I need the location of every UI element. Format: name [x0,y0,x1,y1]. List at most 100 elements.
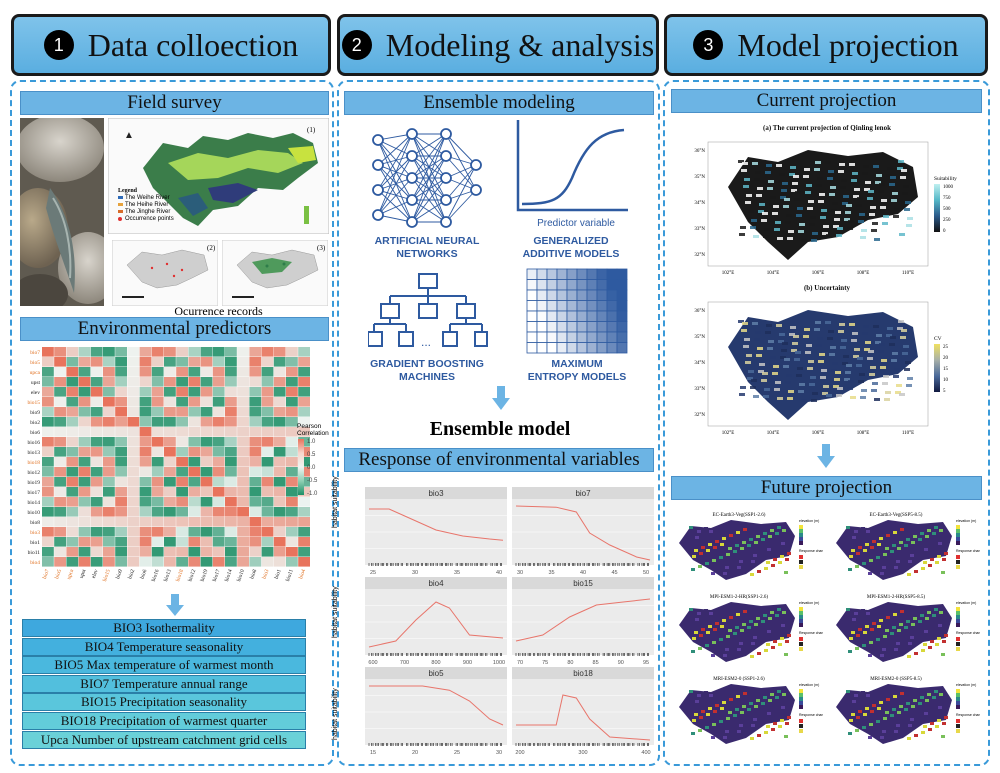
corr-col-label: bio2 [127,568,136,579]
corr-col-label: bio3 [261,568,270,579]
corr-cell [212,517,225,527]
corr-cell [188,387,201,397]
corr-cell [298,547,310,557]
corr-row-label: elev [31,390,40,396]
corr-cell [273,557,286,567]
corr-legend-title: Pearson Correlation [297,423,329,437]
corr-cell [298,357,310,367]
corr-cell [54,347,66,357]
corr-tick: -0.5 [307,478,318,484]
corr-col-label: bio6 [139,568,148,579]
corr-cell [151,367,164,377]
corr-cell [298,557,310,567]
facet-title: bio7 [512,487,654,499]
corr-cell [127,547,140,557]
grid-gradient-icon [526,268,628,354]
corr-cell [54,487,66,497]
corr-cell [115,537,127,547]
corr-cell [286,417,298,427]
corr-cell [298,417,310,427]
corr-cell [127,397,140,407]
future-map-title: MPI-ESM1-2-HR(SSP5-8.5) [867,595,926,600]
corr-cell [261,397,274,407]
corr-cell [115,367,127,377]
arrow-down-icon [817,444,835,468]
corr-cell [127,437,140,447]
corr-cell [298,457,310,467]
facet-title: bio15 [512,577,654,589]
corr-cell [176,527,188,537]
facet-tick: 1000 [493,660,505,665]
corr-cell [54,557,66,567]
corr-cell [151,487,164,497]
corr-col-label: bio7 [42,568,51,579]
corr-cell [139,397,152,407]
legend-tick: 10 [943,378,949,383]
corr-cell [273,437,286,447]
corr-cell [66,407,79,417]
corr-cell [298,517,310,527]
corr-cell [78,417,91,427]
facet-tick: 45 [611,570,617,575]
corr-cell [298,437,310,447]
corr-cell [200,377,213,387]
corr-cell [151,347,164,357]
corr-cell [66,457,79,467]
corr-cell [164,497,176,507]
header-projection: 3 Model projection [664,14,988,76]
corr-cell [212,377,225,387]
future-change-title: Response change [956,713,980,717]
facet-tick: 200 [515,750,524,755]
corr-cell [90,517,103,527]
corr-cell [42,467,54,477]
corr-cell [164,547,176,557]
gbm-label: GRADIENT BOOSTING MACHINES [370,358,484,383]
corr-col-label: upca [66,568,75,580]
corr-cell [164,367,176,377]
corr-cell [151,497,164,507]
facet-tick: 600 [368,660,377,665]
corr-cell [249,347,262,357]
corr-cell [139,457,152,467]
selected-variable: BIO15 Precipitation seasonality [22,693,306,712]
corr-cell [176,497,188,507]
corr-cell [286,527,298,537]
corr-cell [188,417,201,427]
corr-cell [212,347,225,357]
corr-cell [237,347,249,357]
response-curve [516,694,651,741]
corr-cell [200,357,213,367]
corr-cell [225,387,237,397]
corr-cell [273,387,286,397]
corr-cell [176,417,188,427]
corr-row-label: bio3 [30,530,40,536]
corr-cell [261,387,274,397]
corr-cell [249,507,262,517]
corr-cell [212,367,225,377]
corr-cell [151,407,164,417]
corr-cell [200,407,213,417]
y-axis-label: habitat suitability [332,586,339,638]
corr-cell [139,477,152,487]
corr-cell [237,367,249,377]
lat-tick: 35°N [694,335,705,340]
corr-cell [261,457,274,467]
corr-cell [90,457,103,467]
corr-cell [188,487,201,497]
facet-tick: 30 [496,750,502,755]
corr-cell [225,547,237,557]
corr-cell [164,457,176,467]
future-map: MRI-ESM2-0 (SSP5-8.5) elevation (m) Respon… [836,677,980,744]
corr-cell [54,437,66,447]
corr-cell [261,367,274,377]
response-curve [515,598,651,642]
corr-row-label: bio1 [30,540,40,546]
ylabel-text: habitat suitability [332,476,339,528]
corr-col-label: bio17 [212,568,222,582]
lat-tick: 35°N [694,175,705,180]
corr-cell [139,377,152,387]
corr-cell [164,357,176,367]
corr-cell [139,417,152,427]
corr-cell [273,347,286,357]
corr-cell [42,447,54,457]
